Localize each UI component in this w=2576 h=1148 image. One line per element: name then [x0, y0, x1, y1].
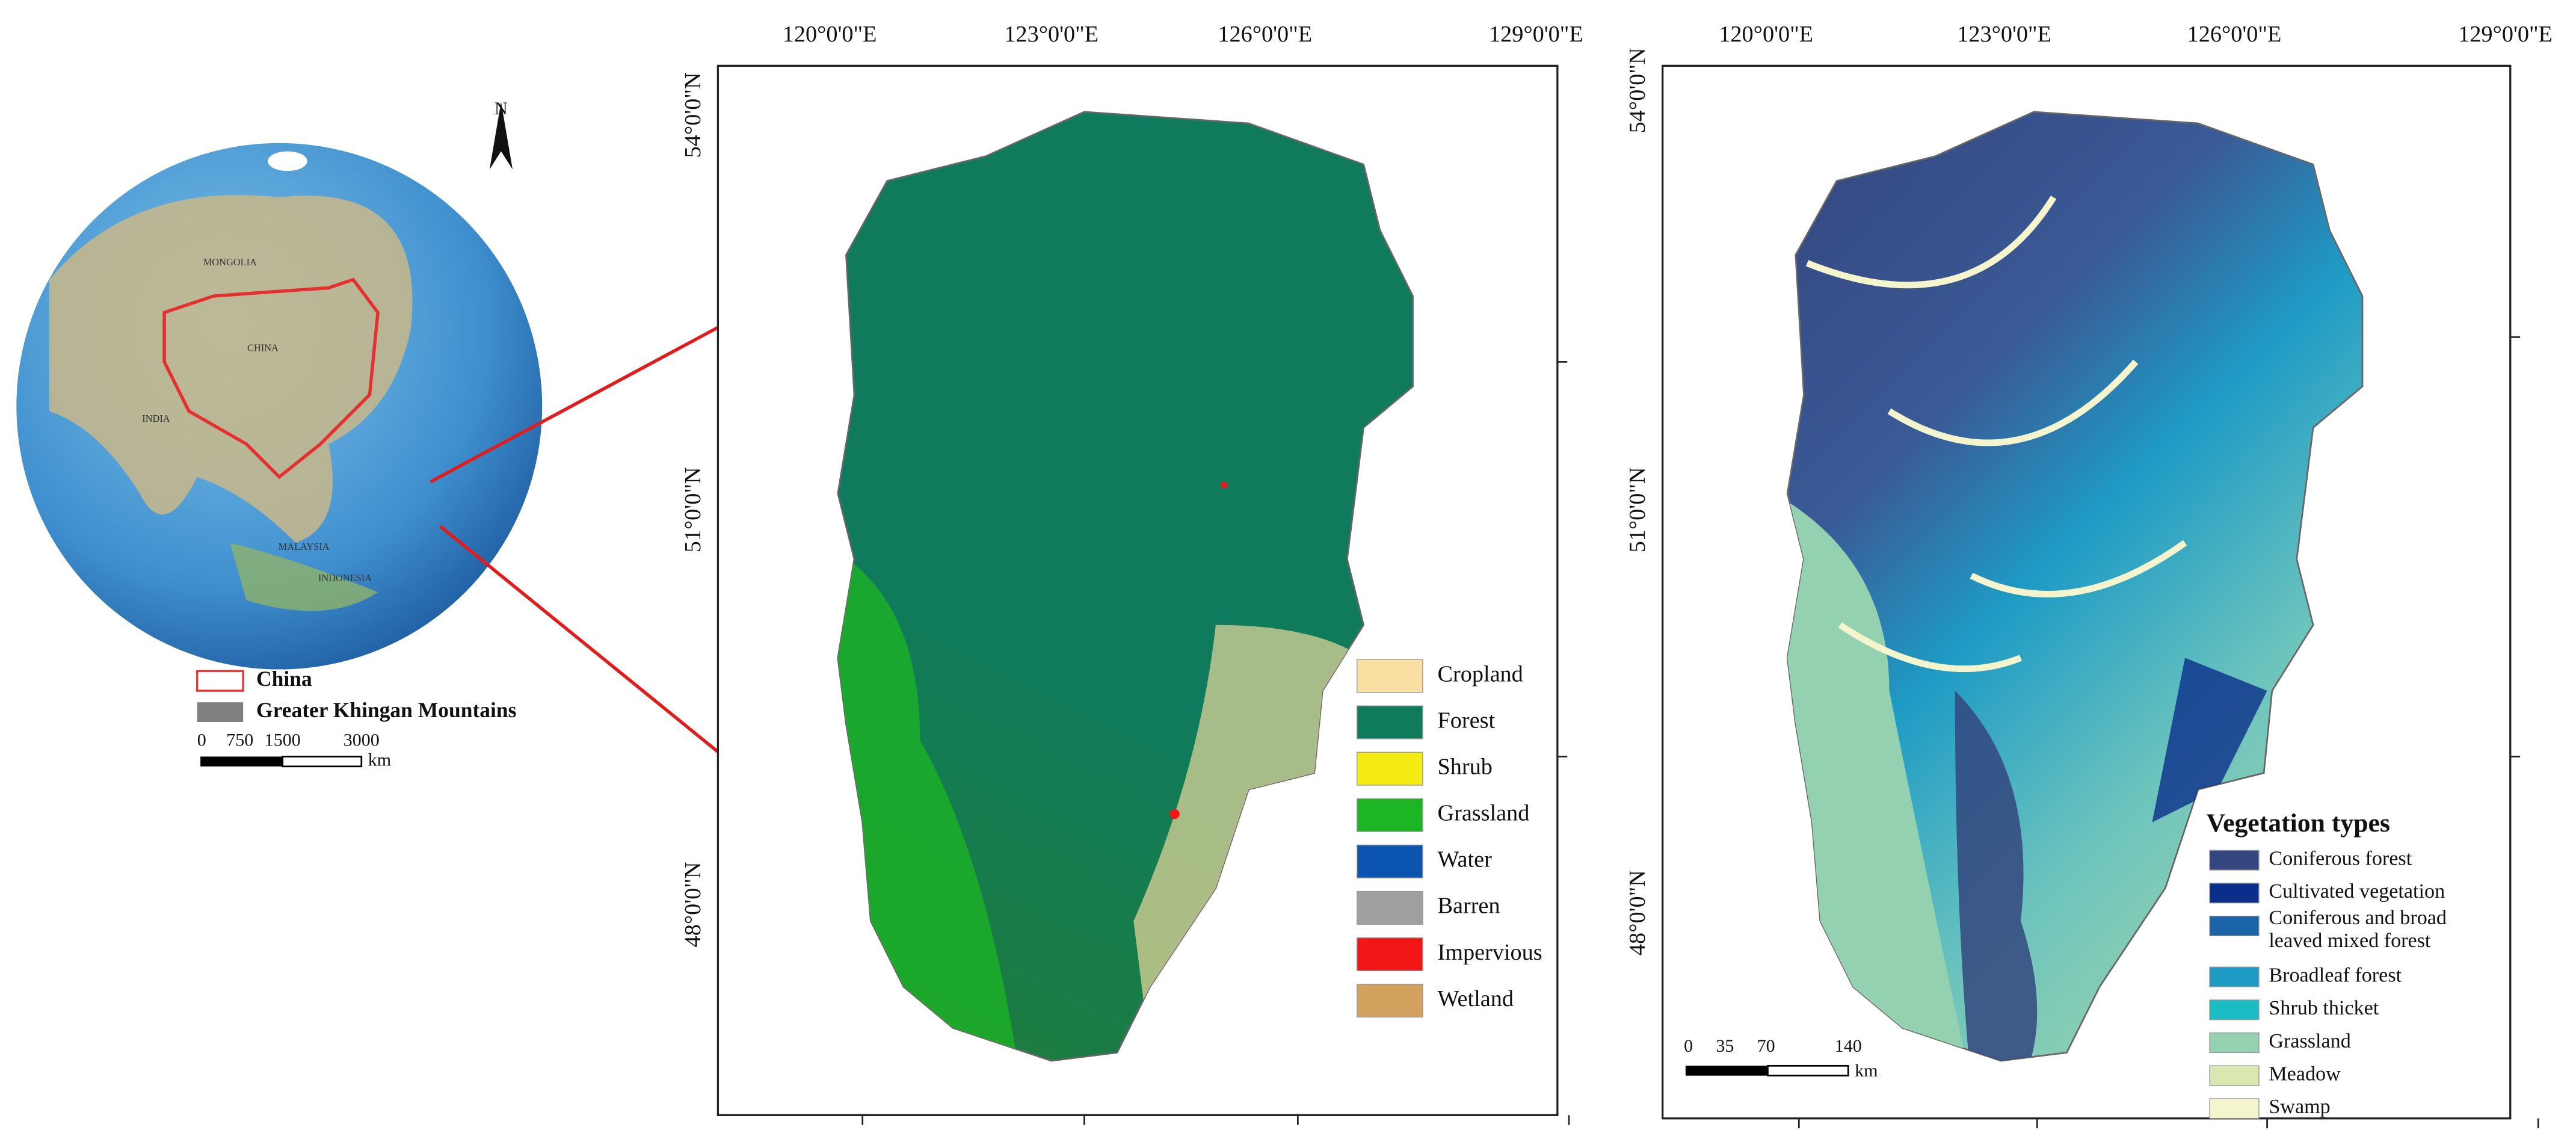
impervious-patch: [1169, 809, 1180, 819]
place-label: CHINA: [247, 342, 279, 353]
legend-swatch: [2209, 883, 2260, 904]
x-axis-label: 120°0'0"E: [783, 22, 877, 47]
y-axis-label: 51°0'0"N: [1625, 467, 1650, 552]
legend-swatch: [1357, 705, 1423, 739]
legend-label: Grassland: [1438, 801, 1530, 826]
legend-label: Grassland: [2269, 1030, 2350, 1052]
north-label: N: [495, 98, 508, 119]
legend-swatch: [1357, 751, 1423, 786]
scale-bar: [1685, 1066, 1768, 1076]
y-axis-label: 54°0'0"N: [680, 72, 706, 158]
y-axis-label: 48°0'0"N: [1625, 870, 1650, 955]
legend-label: Swamp: [2269, 1096, 2330, 1118]
x-axis-label: 126°0'0"E: [2187, 22, 2282, 47]
ice: [268, 151, 307, 171]
place-label: INDIA: [142, 413, 170, 424]
legend-label: Water: [1438, 847, 1493, 872]
legend-swatch: [2209, 966, 2260, 987]
y-axis-label: 51°0'0"N: [680, 467, 706, 552]
legend-label: Impervious: [1438, 940, 1542, 965]
legend-label: Meadow: [2269, 1063, 2341, 1085]
swamp-channel: [1805, 196, 2187, 673]
legend-label: Cultivated vegetation: [2269, 880, 2445, 903]
scale-label: 0: [197, 730, 206, 750]
legend-label: Wetland: [1438, 986, 1514, 1011]
legend-label: Cropland: [1438, 661, 1523, 687]
legend-label: Greater Khingan Mountains: [256, 698, 516, 722]
legend-swatch: [2209, 1065, 2260, 1086]
impervious-patch: [1221, 481, 1227, 489]
legend-title: Vegetation types: [2207, 809, 2390, 838]
scale-label: 35: [1716, 1035, 1734, 1056]
legend-label: Coniferous and broad: [2269, 907, 2447, 929]
scale-label: 3000: [344, 730, 380, 750]
scale-label: 70: [1757, 1035, 1775, 1056]
x-axis-label: 126°0'0"E: [1218, 22, 1312, 47]
legend-swatch: [2209, 915, 2260, 937]
legend-swatch: [197, 702, 244, 723]
scale-bar: [282, 756, 363, 768]
land: [49, 195, 413, 543]
legend-label: leaved mixed forest: [2269, 930, 2431, 952]
legend-swatch: [2209, 850, 2260, 871]
scale-label: 1500: [265, 730, 301, 750]
north-arrow: [489, 102, 513, 170]
china-outline: [162, 277, 380, 480]
scale-label: 750: [226, 730, 253, 750]
vegetation-map: 120°0'0"E 123°0'0"E 126°0'0"E 129°0'0"E 54°0…: [1625, 22, 2553, 1129]
legend-label: Forest: [1438, 708, 1496, 733]
scale-label: 0: [1684, 1035, 1693, 1056]
place-label: MONGOLIA: [203, 256, 257, 268]
legend-swatch: [2209, 1098, 2260, 1119]
x-axis-label: 123°0'0"E: [1957, 22, 2051, 47]
scale-unit: km: [1855, 1060, 1878, 1081]
legend-label: China: [256, 667, 312, 691]
scale-unit: km: [368, 750, 391, 770]
cultivated-patch: [2152, 658, 2267, 822]
globe-inset: N MONGOLIA CHINA INDIA MALAYSIA INDONESIA Ch…: [16, 98, 970, 931]
x-axis-label: 120°0'0"E: [1719, 22, 1813, 47]
legend-swatch: [1357, 659, 1423, 693]
legend-swatch: [1357, 984, 1423, 1018]
land: [230, 543, 378, 611]
legend-label: Broadleaf forest: [2269, 964, 2402, 987]
legend-swatch: [2209, 1032, 2260, 1054]
scale-bar: [200, 756, 283, 767]
y-axis-label: 48°0'0"N: [680, 862, 706, 947]
legend-swatch: [196, 670, 244, 692]
legend-label: Shrub thicket: [2269, 997, 2379, 1019]
legend-label: Barren: [1438, 893, 1500, 919]
legend-label: Shrub: [1438, 754, 1493, 779]
legend-label: Coniferous forest: [2269, 847, 2412, 869]
land-cover-map: 120°0'0"E 123°0'0"E 126°0'0"E 129°0'0"E 54°0…: [680, 22, 1583, 1125]
legend-swatch: [1357, 890, 1423, 925]
legend-swatch: [1357, 798, 1423, 832]
place-label: INDONESIA: [318, 572, 372, 584]
coniferous-patch: [1955, 691, 2038, 1061]
place-label: MALAYSIA: [279, 541, 330, 552]
y-axis-label: 54°0'0"N: [1625, 48, 1650, 133]
x-axis-label: 123°0'0"E: [1004, 22, 1098, 47]
x-axis-label: 129°0'0"E: [1489, 22, 1583, 47]
legend-swatch: [1357, 937, 1423, 972]
scale-bar: [1767, 1064, 1849, 1077]
x-axis-label: 129°0'0"E: [2458, 22, 2553, 47]
scale-label: 140: [1835, 1035, 1862, 1056]
legend-swatch: [2209, 999, 2260, 1020]
legend-swatch: [1357, 844, 1423, 878]
